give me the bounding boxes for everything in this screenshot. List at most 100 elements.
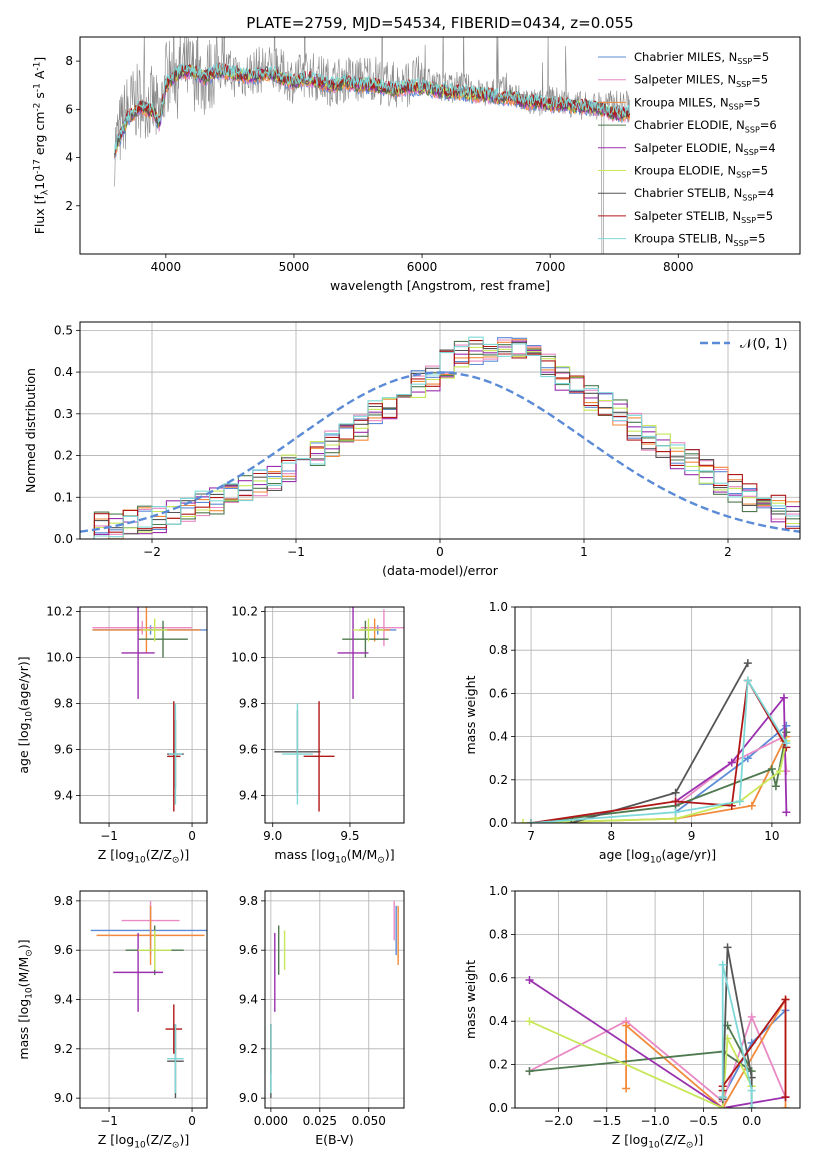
y-tick-label: 10.2 bbox=[46, 605, 73, 619]
x-tick-label: −1.0 bbox=[641, 1114, 670, 1128]
legend-label: Kroupa MILES, NSSP​=5 bbox=[634, 95, 760, 111]
gridlines bbox=[265, 607, 404, 823]
weight-marker bbox=[525, 1067, 534, 1076]
weight-marker bbox=[782, 808, 791, 817]
x-tick-label: 9.5 bbox=[340, 829, 359, 843]
weight-series-4 bbox=[525, 975, 790, 1108]
weight-marker bbox=[775, 767, 784, 776]
errorbar-point-4 bbox=[337, 607, 369, 699]
weight-marker bbox=[718, 1093, 727, 1102]
weight-marker bbox=[671, 797, 680, 806]
y-tick-label: 6 bbox=[65, 102, 73, 116]
y-tick-label: 10.0 bbox=[231, 651, 258, 665]
axes-border bbox=[514, 890, 801, 1109]
errorbar-point-3 bbox=[138, 620, 188, 658]
weight-marker bbox=[718, 960, 727, 969]
weight-marker bbox=[527, 819, 536, 823]
weight-marker bbox=[747, 1104, 756, 1108]
x-tick-label: −1 bbox=[100, 829, 118, 843]
x-tick-label: 0.0 bbox=[742, 1114, 761, 1128]
y-tick-label: 10.2 bbox=[231, 605, 258, 619]
errorbar-point-7 bbox=[167, 701, 181, 812]
y-tick-label: 9.4 bbox=[239, 993, 258, 1007]
y-tick-label: 10.0 bbox=[46, 651, 73, 665]
x-tick-label: 7 bbox=[527, 829, 535, 843]
weight-line bbox=[531, 677, 788, 823]
weight-marker bbox=[525, 1017, 534, 1026]
normal-curve bbox=[80, 371, 800, 533]
legend-label: Salpeter STELIB, NSSP​=5 bbox=[634, 209, 773, 225]
residual-histogram-8 bbox=[80, 336, 800, 539]
x-tick-label: −1 bbox=[287, 545, 305, 559]
y-tick-label: 0.8 bbox=[489, 643, 508, 657]
y-axis-label: Normed distribution bbox=[23, 368, 38, 493]
weight-line bbox=[530, 677, 788, 823]
x-axis-label: Z [log10​(Z/Z⊙​)] bbox=[612, 1132, 703, 1151]
x-tick-label: 7000 bbox=[535, 260, 566, 274]
y-tick-label: 0.5 bbox=[54, 323, 73, 337]
axes-frame: 7 8 9 10 0.0 0.2 0.4 0.6 0.8 1.0 age [log10​(age/y… bbox=[463, 600, 801, 866]
x-tick-label: −1 bbox=[100, 1114, 118, 1128]
axes-border bbox=[79, 606, 208, 824]
y-tick-label: 0.8 bbox=[489, 927, 508, 941]
weight-marker bbox=[622, 1084, 631, 1093]
weight-line bbox=[721, 964, 753, 1108]
axes-frame: 0.000 0.025 0.050 9.0 9.2 9.4 9.6 9.8 E(B-V) bbox=[239, 890, 405, 1147]
weight-marker bbox=[782, 728, 791, 737]
weight-marker bbox=[727, 758, 736, 767]
x-axis-label: wavelength [Angstrom, rest frame] bbox=[330, 278, 550, 293]
y-tick-label: 0.0 bbox=[489, 1101, 508, 1115]
y-tick-label: 0.6 bbox=[489, 971, 508, 985]
weight-line bbox=[570, 662, 749, 823]
x-tick-label: 6000 bbox=[407, 260, 438, 274]
axes-mass-weight-vs-Z: −2.0 −1.5 −1.0 −0.5 0.0 0.0 0.2 0.4 0.6 0.8 1.0 Z [… bbox=[463, 884, 801, 1151]
x-tick-label: 0.050 bbox=[352, 1114, 386, 1128]
weight-series-8 bbox=[718, 960, 756, 1108]
y-tick-label: 0.0 bbox=[489, 816, 508, 830]
x-tick-label: 5000 bbox=[279, 260, 310, 274]
axes-border bbox=[514, 606, 801, 824]
axes-frame: −2.0 −1.5 −1.0 −0.5 0.0 0.0 0.2 0.4 0.6 0.8 1.0 Z [… bbox=[463, 884, 801, 1151]
y-axis-label: mass weight bbox=[463, 675, 478, 754]
y-tick-label: 9.4 bbox=[54, 788, 73, 802]
x-tick-label: 1 bbox=[580, 545, 588, 559]
y-tick-label: 0.1 bbox=[54, 490, 73, 504]
errorbar-point-1 bbox=[360, 609, 404, 647]
x-tick-label: −1.5 bbox=[592, 1114, 621, 1128]
x-axis-label: Z [log10​(Z/Z⊙​)] bbox=[98, 1132, 189, 1151]
axes-frame: −2 −1 0 1 2 0.0 0.1 0.2 0.3 0.4 0.5 (data-model)/er… bbox=[23, 321, 801, 578]
x-tick-label: 8000 bbox=[663, 260, 694, 274]
legend-label: Chabrier STELIB, NSSP​=4 bbox=[634, 186, 774, 202]
weight-marker bbox=[779, 693, 788, 702]
x-tick-label: 8 bbox=[608, 829, 616, 843]
y-axis-label: mass weight bbox=[463, 960, 478, 1039]
legend-label: Chabrier MILES, NSSP​=5 bbox=[634, 50, 769, 66]
y-tick-label: 9.2 bbox=[239, 1042, 258, 1056]
axes-frame: 4000 5000 6000 7000 8000 2 4 6 8 wavelength [Angs… bbox=[32, 36, 801, 293]
y-tick-label: 9.6 bbox=[54, 943, 73, 957]
residual-histogram-6 bbox=[80, 342, 800, 539]
weight-marker bbox=[735, 797, 744, 806]
errorbar-point-7 bbox=[165, 1004, 183, 1054]
y-tick-label: 9.4 bbox=[239, 788, 258, 802]
weight-marker bbox=[743, 676, 752, 685]
y-tick-label: 9.4 bbox=[54, 993, 73, 1007]
y-tick-label: 1.0 bbox=[489, 600, 508, 614]
plot-area bbox=[90, 900, 207, 1099]
y-tick-label: 0.0 bbox=[54, 532, 73, 546]
weight-marker bbox=[671, 808, 680, 817]
y-axis-label: age [log10​(age/yr)] bbox=[16, 656, 35, 773]
weight-marker bbox=[767, 765, 776, 773]
observed-spectrum bbox=[114, 37, 630, 254]
y-axis-label: mass [log10​(M/M⊙​)] bbox=[16, 939, 35, 1059]
x-tick-label: 0.000 bbox=[254, 1114, 288, 1128]
y-tick-label: 0.4 bbox=[489, 1014, 508, 1028]
errorbar-point-5 bbox=[142, 618, 168, 642]
x-axis-label: age [log10​(age/yr)] bbox=[599, 847, 716, 866]
y-tick-label: 9.8 bbox=[54, 697, 73, 711]
weight-line bbox=[675, 695, 788, 813]
axes-mass-vs-Z: −1 0 9.0 9.2 9.4 9.6 9.8 Z [log10​(Z/Z⊙​)] mass … bbox=[16, 890, 208, 1151]
weight-marker bbox=[781, 995, 790, 1004]
errorbar-point-3 bbox=[342, 620, 389, 658]
x-tick-label: 0 bbox=[188, 1114, 196, 1128]
